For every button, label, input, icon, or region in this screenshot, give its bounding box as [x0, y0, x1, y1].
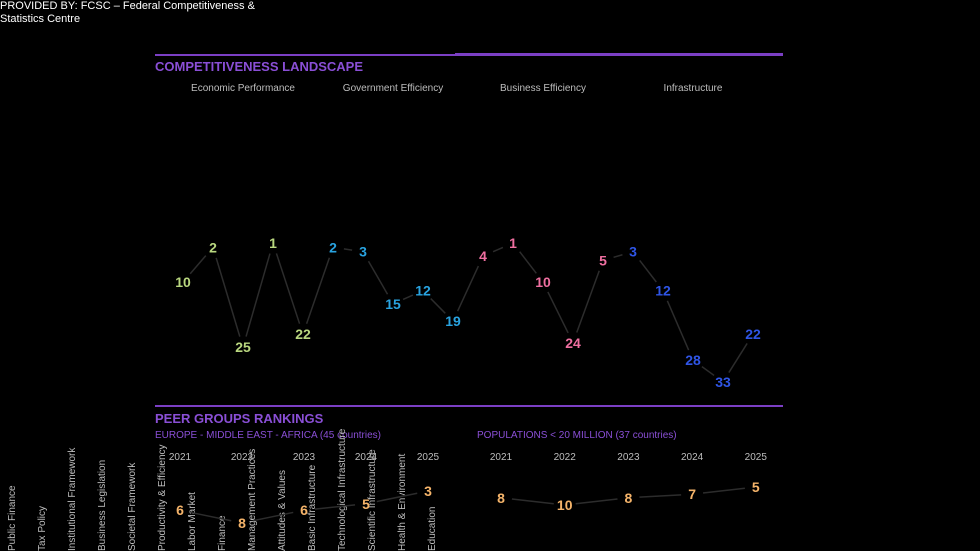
rank-label: 28: [685, 352, 701, 368]
rank-label: 8: [497, 490, 505, 506]
rank-label: 33: [715, 374, 731, 390]
year-label: 2023: [617, 452, 640, 463]
rank-label: 10: [535, 274, 551, 290]
rank-label: 10: [175, 274, 191, 290]
rank-label: 4: [479, 248, 487, 264]
connector-line: [367, 260, 389, 295]
rank-label: 12: [415, 283, 431, 299]
year-label: 2022: [553, 452, 576, 463]
rank-label: 1: [269, 235, 277, 251]
connector-line: [430, 298, 446, 314]
connector-line: [492, 246, 504, 253]
rank-label: 22: [295, 326, 311, 342]
pillar-label: Government Efficiency: [342, 83, 444, 94]
rank-label: 25: [235, 339, 251, 355]
connector-line: [189, 255, 207, 275]
peer-group-population-title: POPULATIONS < 20 MILLION (37 countries): [477, 430, 677, 441]
year-label: 2024: [354, 452, 378, 463]
divider: [155, 54, 455, 56]
divider: [455, 53, 783, 56]
year-label: 2021: [489, 452, 513, 463]
pillar-label: Infrastructure: [663, 83, 723, 94]
provider-text: PROVIDED BY: FCSC – Federal Competitiven…: [0, 0, 255, 25]
connector-line: [519, 251, 537, 274]
connector-line: [701, 366, 715, 377]
year-label: 2025: [416, 452, 440, 463]
connector-line: [639, 259, 657, 283]
rank-label: 1: [509, 235, 517, 251]
connector-line: [728, 343, 748, 373]
connector-line: [275, 253, 301, 324]
year-label: 2025: [744, 452, 767, 463]
rank-label: 3: [359, 244, 367, 260]
connector-line: [576, 270, 600, 333]
connector-line: [252, 511, 294, 522]
pillar-label: Economic Performance: [191, 83, 295, 94]
connector-line: [613, 254, 623, 259]
rank-label: 8: [238, 515, 246, 531]
rank-label: 3: [424, 483, 432, 499]
rank-label: 12: [655, 283, 671, 299]
connector-line: [245, 253, 271, 337]
rank-label: 6: [300, 502, 308, 518]
rank-label: 3: [629, 244, 637, 260]
connector-line: [666, 300, 690, 351]
connector-line: [215, 257, 241, 337]
rank-label: 5: [599, 252, 607, 268]
divider: [155, 405, 783, 407]
rank-label: 8: [625, 490, 633, 506]
rank-label: 6: [176, 502, 184, 518]
connector-line: [190, 511, 232, 522]
connector-line: [456, 265, 480, 312]
rank-label: 2: [329, 239, 337, 255]
year-label: 2024: [680, 452, 704, 463]
connector-line: [305, 257, 331, 324]
rank-label: 24: [565, 335, 581, 351]
year-label: 2023: [292, 452, 316, 463]
connector-line: [511, 498, 554, 505]
year-label: 2022: [230, 452, 254, 463]
connector-line: [639, 494, 682, 498]
connector-line: [402, 294, 414, 301]
connector-line: [376, 492, 418, 503]
pillar-label: Business Efficiency: [500, 83, 586, 94]
connector-line: [547, 291, 569, 334]
rank-label: 22: [745, 326, 761, 342]
connector-line: [314, 504, 356, 510]
year-label: 2021: [168, 452, 192, 463]
section-title-landscape: COMPETITIVENESS LANDSCAPE: [155, 59, 364, 74]
rank-label: 19: [445, 313, 461, 329]
rank-label: 5: [362, 496, 370, 512]
rank-label: 2: [209, 239, 217, 255]
rank-label: 7: [688, 486, 696, 502]
peer-group-emea-title: EUROPE - MIDDLE EAST - AFRICA (45 countr…: [155, 430, 381, 441]
rank-label: 10: [557, 497, 573, 513]
connector-line: [343, 248, 353, 251]
connector-line: [702, 487, 745, 494]
section-title-peer: PEER GROUPS RANKINGS: [155, 411, 324, 426]
connector-line: [575, 498, 618, 505]
rank-label: 15: [385, 296, 401, 312]
rank-label: 5: [752, 479, 760, 495]
